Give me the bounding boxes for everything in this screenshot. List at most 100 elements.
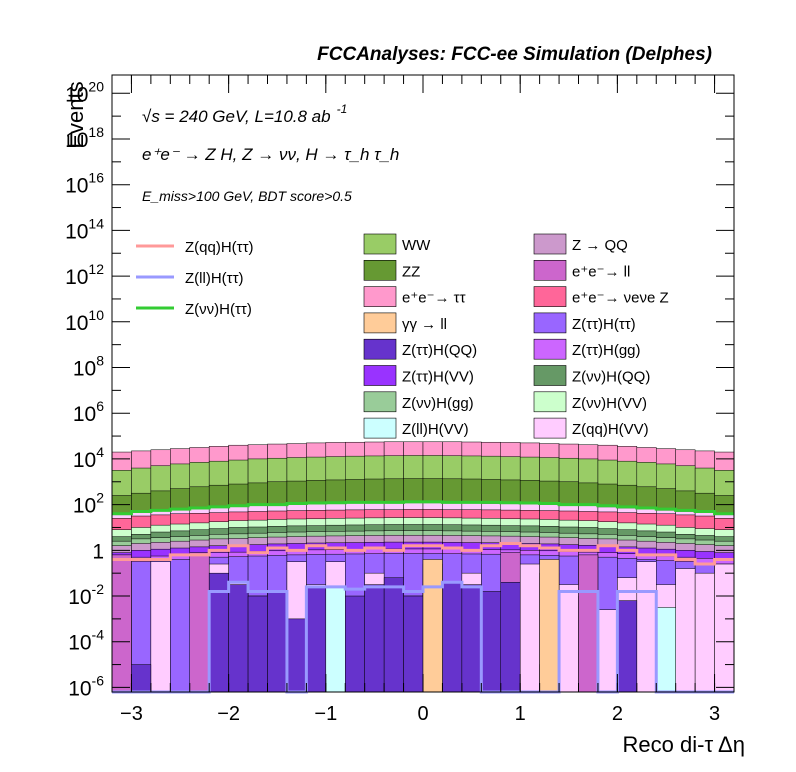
legend-box-swatch <box>533 417 567 439</box>
legend-box-swatch <box>363 417 397 439</box>
y-tick-label: 102 <box>73 490 104 518</box>
legend-box-swatch <box>363 365 397 386</box>
annotation-energy-lumi: √s = 240 GeV, L=10.8 ab -1 <box>142 102 347 126</box>
legend-box-swatch <box>533 338 567 360</box>
background-bar <box>519 563 540 693</box>
legend-box-label: Z(ττ)H(ττ) <box>572 316 636 333</box>
legend-box-swatch <box>533 233 567 255</box>
signal-line <box>112 500 734 516</box>
x-axis-label: Reco di-τ Δη <box>623 732 745 757</box>
legend: Z(qq)H(ττ) Z(ll)H(ττ) Z(νν)H(ττ) WW ZZ e⁺e⁻→ … <box>136 233 669 439</box>
background-bar <box>267 591 288 693</box>
legend-box-swatch <box>533 312 567 334</box>
legend-box-label: Z(ττ)H(VV) <box>402 369 474 386</box>
axis-ticks: −3 −2 −1 0 1 2 3 1020 1018 1016 1014 1012 1010 108 106… <box>65 75 735 725</box>
background-bar <box>325 586 346 693</box>
x-tick-label: 3 <box>709 703 720 725</box>
legend-box-swatch <box>533 259 567 281</box>
x-tick-label: 1 <box>515 703 526 725</box>
background-bar <box>636 561 657 693</box>
legend-box-swatch <box>363 259 397 281</box>
y-tick-label: 10-2 <box>68 581 104 609</box>
legend-box-swatch <box>363 391 397 413</box>
legend-box-label: ZZ <box>402 263 420 280</box>
background-bar <box>558 584 579 693</box>
background-bar <box>228 584 249 693</box>
annotation-process: e⁺e⁻ → Z H, Z → νν, H → τ_h τ_h <box>142 145 399 164</box>
legend-line-label: Z(qq)H(ττ) <box>185 239 254 256</box>
legend-box-label: Z(ll)H(VV) <box>402 421 469 438</box>
background-bar <box>306 586 327 693</box>
background-bar <box>383 577 404 693</box>
legend-box-swatch <box>533 365 567 386</box>
background-bar <box>442 582 463 693</box>
background-bar <box>500 582 521 693</box>
background-bar <box>481 591 501 693</box>
y-tick-label: 10-6 <box>68 672 104 700</box>
background-bar <box>578 554 599 693</box>
background-bar <box>131 664 152 693</box>
legend-box-swatch <box>363 338 397 360</box>
legend-box-label: Z(ττ)H(gg) <box>572 342 641 359</box>
annotation-block: √s = 240 GeV, L=10.8 ab -1 e⁺e⁻ → Z H, Z … <box>142 102 399 204</box>
histogram-bars <box>111 441 735 693</box>
background-bar <box>422 559 443 693</box>
legend-line-label: Z(νν)H(ττ) <box>185 301 252 318</box>
y-tick-label: 104 <box>73 444 104 472</box>
legend-box-label: e⁺e⁻→ ττ <box>402 290 466 307</box>
legend-box-label: WW <box>402 237 431 254</box>
background-bar <box>694 572 715 693</box>
x-tick-label: −1 <box>314 703 337 725</box>
y-tick-label: 106 <box>73 398 104 426</box>
y-axis-label: Events <box>63 81 88 148</box>
legend-box-label: Z(νν)H(gg) <box>402 395 474 412</box>
background-bar <box>286 618 307 693</box>
legend-box-swatch <box>363 312 397 334</box>
y-tick-label: 1 <box>92 540 104 563</box>
chart-title: FCCAnalyses: FCC-ee Simulation (Delphes) <box>317 44 712 65</box>
x-tick-label: 0 <box>417 703 428 725</box>
y-tick-label: 1016 <box>65 170 104 198</box>
background-bar <box>656 607 676 693</box>
background-bar <box>111 554 132 693</box>
legend-box-label: Z(νν)H(QQ) <box>572 369 650 386</box>
background-bar <box>617 600 638 693</box>
y-tick-label: 1012 <box>65 261 104 289</box>
legend-line-label: Z(ll)H(ττ) <box>185 270 244 287</box>
legend-box-label: e⁺e⁻→ νeνe Z <box>572 290 669 307</box>
stack-bar <box>170 559 190 693</box>
background-bar <box>675 568 696 693</box>
annotation-cuts: E_miss>100 GeV, BDT score>0.5 <box>142 188 352 204</box>
x-tick-label: −3 <box>120 703 143 725</box>
legend-box-label: e⁺e⁻→ ll <box>572 263 630 280</box>
background-bar <box>345 595 365 693</box>
background-bar <box>247 595 268 693</box>
background-bar <box>189 552 210 693</box>
legend-box-label: Z → QQ <box>572 237 628 254</box>
legend-box-label: Z(ττ)H(QQ) <box>402 342 477 359</box>
legend-box-swatch <box>363 286 397 307</box>
background-bar <box>539 559 560 693</box>
signal-line <box>112 541 734 566</box>
legend-box-label: γγ → ll <box>402 316 447 333</box>
background-bar <box>461 584 482 693</box>
y-tick-label: 1018 <box>65 124 104 152</box>
y-tick-label: 1010 <box>65 307 104 335</box>
x-tick-label: −2 <box>217 703 240 725</box>
y-tick-label: 108 <box>73 353 104 381</box>
legend-box-swatch <box>363 233 397 255</box>
background-bar <box>403 595 424 693</box>
y-tick-label: 1020 <box>65 78 104 106</box>
x-tick-label: 2 <box>612 703 623 725</box>
legend-box-label: Z(νν)H(VV) <box>572 395 647 412</box>
y-tick-label: 10-4 <box>68 627 104 655</box>
background-bar <box>150 561 171 693</box>
background-bar <box>364 584 385 693</box>
legend-box-swatch <box>533 286 567 307</box>
legend-box-label: Z(qq)H(VV) <box>572 421 649 438</box>
background-bar <box>714 563 735 693</box>
y-tick-label: 1014 <box>65 215 104 243</box>
background-bar <box>597 609 618 693</box>
legend-box-swatch <box>533 391 567 413</box>
